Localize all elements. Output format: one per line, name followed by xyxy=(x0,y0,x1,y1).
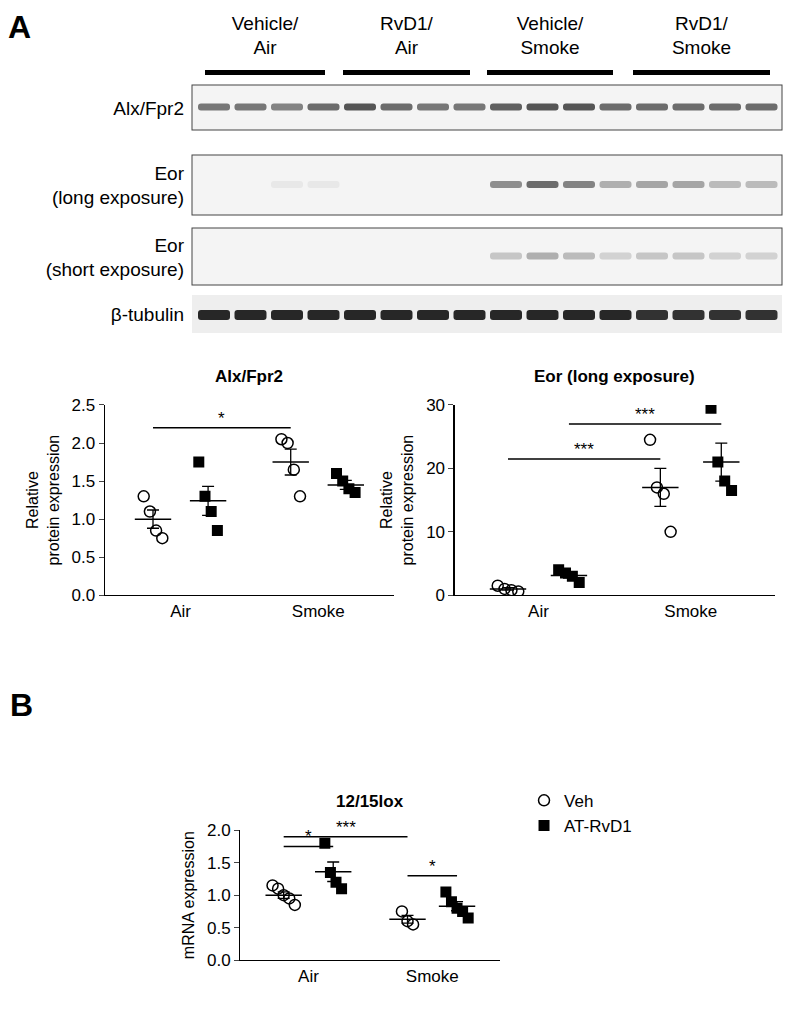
svg-text:Veh: Veh xyxy=(564,792,593,811)
svg-text:Relativeprotein expression: Relativeprotein expression xyxy=(378,435,416,566)
svg-text:Alx/Fpr2: Alx/Fpr2 xyxy=(215,367,283,386)
svg-text:RvD1/: RvD1/ xyxy=(675,13,729,34)
svg-text:A: A xyxy=(8,9,31,45)
svg-text:***: *** xyxy=(574,440,594,459)
svg-text:(short exposure): (short exposure) xyxy=(46,259,184,280)
svg-text:Relativeprotein expression: Relativeprotein expression xyxy=(24,435,62,566)
svg-text:Air: Air xyxy=(298,967,319,986)
svg-text:Alx/Fpr2: Alx/Fpr2 xyxy=(113,98,184,119)
svg-text:2.0: 2.0 xyxy=(207,821,231,840)
svg-text:Vehicle/: Vehicle/ xyxy=(232,13,299,34)
svg-text:***: *** xyxy=(336,818,356,837)
svg-text:Eor: Eor xyxy=(154,235,184,256)
svg-text:0.0: 0.0 xyxy=(207,951,231,970)
svg-text:Vehicle/: Vehicle/ xyxy=(517,13,584,34)
svg-text:2.5: 2.5 xyxy=(72,396,96,415)
svg-text:Air: Air xyxy=(395,37,419,58)
svg-text:0.5: 0.5 xyxy=(72,548,96,567)
svg-text:Smoke: Smoke xyxy=(672,37,731,58)
svg-text:Air: Air xyxy=(528,602,549,621)
svg-text:***: *** xyxy=(635,405,655,424)
svg-text:2.0: 2.0 xyxy=(72,434,96,453)
svg-text:1.5: 1.5 xyxy=(207,854,231,873)
svg-text:12/15lox: 12/15lox xyxy=(336,792,404,811)
svg-text:Eor (long exposure): Eor (long exposure) xyxy=(534,367,695,386)
svg-text:Air: Air xyxy=(170,602,191,621)
svg-text:AT-RvD1: AT-RvD1 xyxy=(564,817,632,836)
svg-text:RvD1/: RvD1/ xyxy=(380,13,434,34)
svg-text:Smoke: Smoke xyxy=(664,602,717,621)
svg-text:*: * xyxy=(218,409,225,428)
svg-text:β-tubulin: β-tubulin xyxy=(111,304,184,325)
svg-text:B: B xyxy=(10,687,33,723)
svg-text:*: * xyxy=(305,827,312,846)
svg-text:0.5: 0.5 xyxy=(207,919,231,938)
svg-text:1.5: 1.5 xyxy=(72,472,96,491)
svg-text:Smoke: Smoke xyxy=(520,37,579,58)
svg-text:1.0: 1.0 xyxy=(207,886,231,905)
svg-text:(long exposure): (long exposure) xyxy=(52,187,184,208)
svg-text:1.0: 1.0 xyxy=(72,510,96,529)
svg-text:Eor: Eor xyxy=(154,163,184,184)
svg-text:mRNA expression: mRNA expression xyxy=(180,831,197,959)
svg-text:20: 20 xyxy=(426,459,445,478)
svg-text:Smoke: Smoke xyxy=(292,602,345,621)
svg-text:Smoke: Smoke xyxy=(406,967,459,986)
svg-text:30: 30 xyxy=(426,396,445,415)
svg-text:Air: Air xyxy=(253,37,277,58)
svg-text:*: * xyxy=(429,857,436,876)
svg-text:0: 0 xyxy=(436,586,445,605)
svg-text:0.0: 0.0 xyxy=(72,586,96,605)
svg-text:10: 10 xyxy=(426,523,445,542)
